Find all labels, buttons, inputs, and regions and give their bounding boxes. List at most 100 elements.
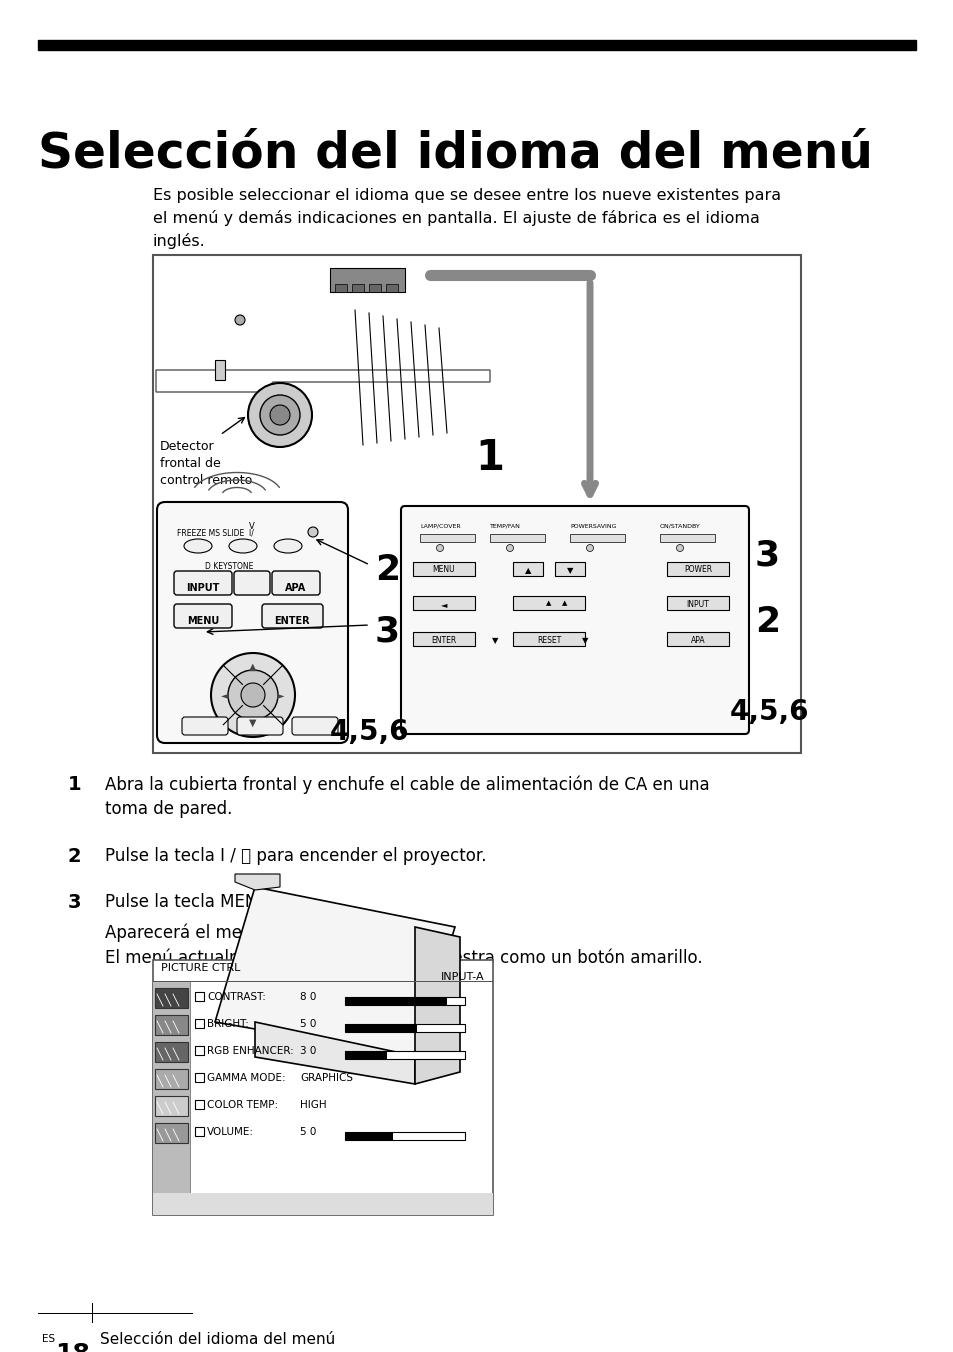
Polygon shape xyxy=(156,370,490,392)
Bar xyxy=(194,1128,204,1136)
Bar xyxy=(194,992,204,1000)
Text: HIGH: HIGH xyxy=(299,1101,326,1110)
Circle shape xyxy=(436,545,443,552)
Text: Es posible seleccionar el idioma que se desee entre los nueve existentes para
el: Es posible seleccionar el idioma que se … xyxy=(152,188,781,249)
Circle shape xyxy=(228,671,277,721)
Text: ▼: ▼ xyxy=(566,566,573,575)
Circle shape xyxy=(585,270,594,279)
Bar xyxy=(666,631,728,646)
Bar xyxy=(513,596,584,610)
Text: 4,5,6: 4,5,6 xyxy=(330,718,409,746)
Text: V: V xyxy=(249,522,254,531)
Text: ▲: ▲ xyxy=(546,600,551,606)
Bar xyxy=(194,1073,204,1082)
Bar xyxy=(513,631,584,646)
Text: ◄: ◄ xyxy=(440,600,447,608)
Circle shape xyxy=(241,683,265,707)
Text: INPUT: INPUT xyxy=(186,583,219,594)
Text: ▼: ▼ xyxy=(249,718,256,727)
Bar xyxy=(190,982,191,1192)
Circle shape xyxy=(211,653,294,737)
Bar xyxy=(555,562,584,576)
FancyBboxPatch shape xyxy=(292,717,337,735)
Text: 3: 3 xyxy=(375,615,399,649)
Bar xyxy=(345,1132,464,1140)
Polygon shape xyxy=(214,887,455,1057)
Text: Detector
frontal de
control remoto: Detector frontal de control remoto xyxy=(160,439,252,487)
Polygon shape xyxy=(254,1022,415,1084)
Text: 1: 1 xyxy=(475,437,504,479)
Bar xyxy=(152,960,493,1215)
Bar xyxy=(194,1101,204,1109)
Text: ▼: ▼ xyxy=(581,635,588,645)
Text: TEMP/FAN: TEMP/FAN xyxy=(490,525,520,529)
Circle shape xyxy=(586,545,593,552)
Text: POWER: POWER xyxy=(683,565,711,575)
Bar xyxy=(666,596,728,610)
Text: ES: ES xyxy=(42,1334,55,1344)
FancyBboxPatch shape xyxy=(262,604,323,627)
Bar xyxy=(330,268,405,292)
FancyBboxPatch shape xyxy=(400,506,748,734)
Text: POWERSAVING: POWERSAVING xyxy=(569,525,616,529)
Text: El menú actualmente seleccionado se muestra como un botón amarillo.: El menú actualmente seleccionado se mues… xyxy=(105,949,702,967)
Bar xyxy=(345,1132,393,1140)
Bar xyxy=(152,1192,493,1215)
Circle shape xyxy=(260,395,299,435)
Bar xyxy=(386,284,397,292)
Bar xyxy=(413,596,475,610)
Text: RESET: RESET xyxy=(537,635,560,645)
Circle shape xyxy=(676,545,682,552)
Bar xyxy=(335,284,347,292)
Text: PICTURE CTRL: PICTURE CTRL xyxy=(161,963,240,973)
Bar xyxy=(345,1023,416,1032)
Text: 2: 2 xyxy=(68,846,82,867)
Text: 1: 1 xyxy=(68,775,82,794)
Text: ▲: ▲ xyxy=(561,600,567,606)
Circle shape xyxy=(308,527,317,537)
Bar xyxy=(38,41,915,50)
Text: 4,5,6: 4,5,6 xyxy=(729,698,809,726)
Bar xyxy=(154,988,188,1009)
Bar xyxy=(214,360,225,380)
Text: APA: APA xyxy=(690,635,704,645)
Bar xyxy=(513,562,542,576)
Text: ▲: ▲ xyxy=(249,662,256,672)
Text: 3: 3 xyxy=(68,894,81,913)
Bar xyxy=(352,284,364,292)
Text: Abra la cubierta frontal y enchufe el cable de alimentación de CA en una
toma de: Abra la cubierta frontal y enchufe el ca… xyxy=(105,775,709,818)
Bar xyxy=(490,534,544,542)
Text: 3: 3 xyxy=(754,538,780,572)
Bar xyxy=(154,1042,188,1063)
FancyBboxPatch shape xyxy=(173,571,232,595)
Bar xyxy=(152,982,190,1215)
Bar xyxy=(413,562,475,576)
Text: 5 0: 5 0 xyxy=(299,1128,316,1137)
Circle shape xyxy=(506,545,513,552)
Ellipse shape xyxy=(184,539,212,553)
Text: 8 0: 8 0 xyxy=(299,992,316,1002)
Bar xyxy=(659,534,714,542)
Text: 2: 2 xyxy=(754,604,780,639)
Bar xyxy=(345,1051,464,1059)
Text: 18: 18 xyxy=(55,1343,90,1352)
Bar xyxy=(345,1023,464,1032)
Circle shape xyxy=(248,383,312,448)
Bar xyxy=(38,1313,193,1314)
Bar xyxy=(413,631,475,646)
FancyBboxPatch shape xyxy=(236,717,283,735)
Ellipse shape xyxy=(229,539,256,553)
Text: ON/STANDBY: ON/STANDBY xyxy=(659,525,700,529)
Bar xyxy=(345,996,447,1005)
Bar xyxy=(569,534,624,542)
Text: 5 0: 5 0 xyxy=(299,1019,316,1029)
FancyBboxPatch shape xyxy=(233,571,270,595)
Text: MENU: MENU xyxy=(433,565,455,575)
Text: APA: APA xyxy=(285,583,306,594)
Polygon shape xyxy=(415,927,459,1084)
Text: Aparecerá el menú.: Aparecerá el menú. xyxy=(105,923,268,941)
Bar xyxy=(194,1019,204,1028)
Text: COLOR TEMP:: COLOR TEMP: xyxy=(207,1101,278,1110)
Text: INPUT: INPUT xyxy=(686,600,709,608)
Bar xyxy=(194,1046,204,1055)
